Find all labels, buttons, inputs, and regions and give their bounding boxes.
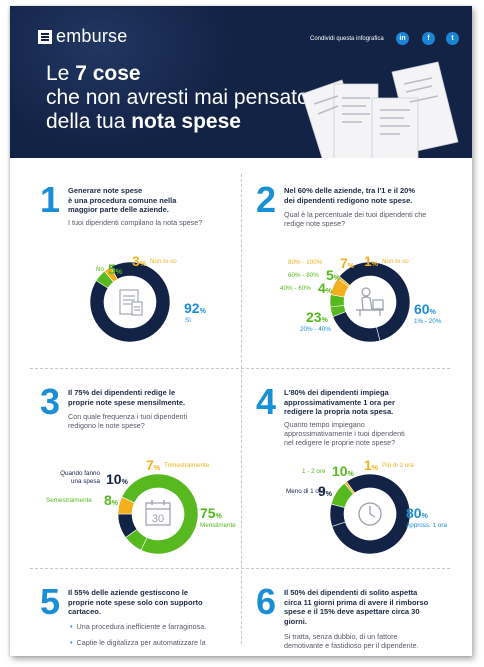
s1-label-no: No bbox=[96, 266, 105, 273]
donut-hole bbox=[344, 276, 396, 328]
title-line-1: Le 7 cose bbox=[46, 62, 141, 85]
donut-hole bbox=[104, 276, 156, 328]
donut-chart-4 bbox=[329, 473, 411, 555]
s4-pct-2plus: 1% bbox=[364, 457, 379, 473]
section-3-number: 3 bbox=[40, 381, 61, 422]
section-1-question: I tuoi dipendenti compilano la nota spes… bbox=[68, 218, 203, 227]
section-3-lead: Il 75% dei dipendenti redige le proprie n… bbox=[68, 388, 186, 407]
receipts-illustration bbox=[301, 61, 459, 158]
brand-name: emburse bbox=[56, 26, 128, 46]
row-divider-1 bbox=[30, 368, 450, 369]
infographic-page: emburse Condividi questa infografica in … bbox=[10, 6, 472, 656]
twitter-icon[interactable]: t bbox=[446, 32, 459, 45]
s2-label-60-80: 60% - 80% bbox=[288, 272, 319, 279]
row-divider-2 bbox=[30, 568, 450, 569]
s3-pct-trimestral: 7% bbox=[146, 457, 161, 473]
s2-label-1-20: 1% - 20% bbox=[414, 318, 442, 325]
header-glow bbox=[10, 6, 230, 146]
s1-label-nonloso: Non lo so bbox=[150, 258, 177, 265]
donut-slice-4-2 bbox=[329, 503, 346, 527]
s2-pct-nonloso: 1% bbox=[364, 253, 379, 269]
s4-pct-1-2: 10% bbox=[332, 463, 354, 479]
section-2-question: Qual è la percentuale dei tuoi dipendent… bbox=[284, 210, 427, 228]
s4-label-lt1: Meno di 1 ora bbox=[286, 488, 325, 495]
s4-label-1-2: 1 - 2 ore bbox=[302, 468, 326, 475]
section-4-lead: L'80% dei dipendenti impiega approssimati… bbox=[284, 388, 395, 416]
linkedin-icon[interactable]: in bbox=[396, 32, 409, 45]
s2-label-40-60: 40% - 60% bbox=[280, 285, 311, 292]
section-6-lead: Il 50% dei dipendenti di solito aspetta c… bbox=[284, 588, 429, 626]
section-1-lead: Generare note spese è una procedura comun… bbox=[68, 186, 177, 214]
s3-pct-spesa: 10% bbox=[106, 471, 128, 487]
s4-label-2plus: Più di 2 ore bbox=[382, 462, 414, 469]
s2-label-nonloso: Non lo so bbox=[382, 258, 409, 265]
s3-label-semestral: Semestralmente bbox=[46, 497, 92, 504]
donut-chart-1 bbox=[89, 261, 171, 343]
s1-pct-no: 5% bbox=[108, 261, 123, 277]
brand-logo[interactable]: emburse bbox=[38, 26, 127, 47]
document-calculator-icon bbox=[119, 289, 143, 316]
section-5-bullet-1: • Una procedura inefficiente e farraginos… bbox=[70, 622, 207, 631]
column-divider bbox=[241, 174, 242, 644]
s3-pct-semestral: 8% bbox=[104, 492, 119, 508]
s2-pct-40-60: 4% bbox=[318, 280, 333, 296]
section-5-number: 5 bbox=[40, 581, 61, 622]
section-3-question: Con quale frequenza i tuoi dipendenti red… bbox=[68, 412, 188, 430]
section-6-number: 6 bbox=[256, 581, 277, 622]
section-4-number: 4 bbox=[256, 381, 277, 422]
section-4-question: Quanto tempo impiegano approssimativament… bbox=[284, 420, 405, 447]
clock-icon bbox=[358, 502, 382, 526]
share-label: Condividi questa infografica bbox=[310, 36, 384, 42]
section-5-lead: Il 55% delle aziende gestiscono le propri… bbox=[68, 588, 203, 616]
s4-label-1h: Appross. 1 ora bbox=[406, 522, 447, 529]
s2-pct-80-100: 7% bbox=[340, 255, 355, 271]
s1-pct-nonloso: 3% bbox=[132, 253, 147, 269]
title-line-2: che non avresti mai pensato bbox=[46, 86, 309, 109]
person-desk-icon bbox=[356, 287, 384, 316]
facebook-icon[interactable]: f bbox=[422, 32, 435, 45]
s1-pct-si: 92% bbox=[184, 300, 206, 316]
s3-label-trimestral: Trimestralmente bbox=[164, 462, 210, 469]
s2-pct-20-40: 23% bbox=[306, 309, 328, 325]
title-line-3: della tua nota spese bbox=[46, 110, 241, 133]
section-2-number: 2 bbox=[256, 179, 277, 220]
svg-text:30: 30 bbox=[152, 513, 164, 525]
section-6-question: Si tratta, senza dubbio, di un fattore de… bbox=[284, 632, 419, 650]
s2-label-20-40: 20% - 40% bbox=[300, 326, 331, 333]
s2-label-80-100: 80% - 100% bbox=[288, 259, 323, 266]
s2-pct-1-20: 60% bbox=[414, 301, 436, 317]
s2-pct-60-80: 5% bbox=[326, 267, 341, 283]
section-1-number: 1 bbox=[40, 179, 61, 220]
s4-pct-lt1: 9% bbox=[318, 483, 333, 499]
logo-mark-icon bbox=[38, 29, 52, 44]
calendar-icon: 30 bbox=[145, 500, 171, 526]
s3-label-spesa: Quando fanno una spesa bbox=[60, 470, 100, 485]
section-5-bullet-2: • Captie le digitalizza per automatizzare… bbox=[70, 638, 206, 647]
s1-label-si: Sì bbox=[185, 317, 191, 324]
donut-chart-3: 30 bbox=[117, 473, 199, 555]
s4-pct-1h: 80% bbox=[406, 505, 428, 521]
donut-chart-2 bbox=[329, 261, 411, 343]
section-2-lead: Nel 60% delle aziende, tra l'1 e il 20% d… bbox=[284, 186, 416, 205]
header-banner: emburse Condividi questa infografica in … bbox=[10, 6, 472, 158]
s3-label-mensile: Mensilmente bbox=[200, 522, 236, 529]
s3-pct-mensile: 75% bbox=[200, 505, 222, 521]
